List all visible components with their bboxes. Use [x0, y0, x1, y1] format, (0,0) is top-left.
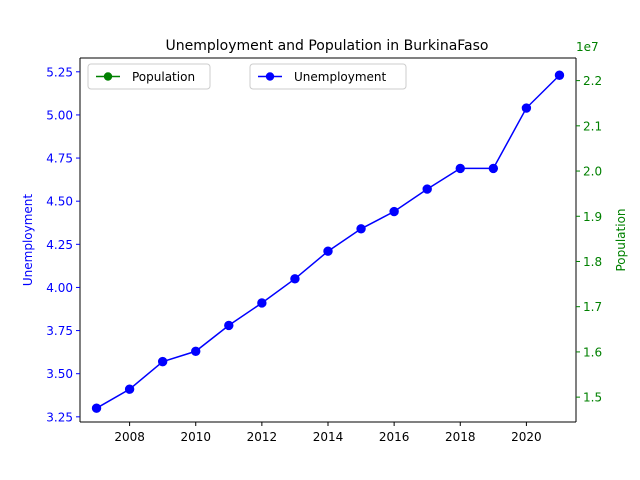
- left-y-tick-label: 4.50: [46, 195, 73, 209]
- legend-box-population: [87, 63, 211, 90]
- right-y-tick-label: 1.7: [583, 300, 602, 314]
- left-y-tick-label: 4.00: [46, 281, 73, 295]
- legend-box-unemployment: [249, 63, 407, 90]
- left-y-tick-label: 3.25: [46, 410, 73, 424]
- right-y-tick-label: 1.6: [583, 345, 602, 359]
- right-y-tick-label: 2.2: [583, 74, 602, 88]
- left-y-tick-label: 4.75: [46, 152, 73, 166]
- left-y-tick-label: 5.00: [46, 108, 73, 122]
- series-line-unemployment: [96, 74, 560, 409]
- data-point-unemployment: [290, 274, 300, 284]
- right-axis-offset-text: 1e7: [576, 40, 599, 54]
- data-point-unemployment: [389, 206, 399, 217]
- x-tick-label: 2012: [247, 430, 278, 444]
- legend-label-unemployment: Unemployment: [294, 70, 387, 84]
- left-y-tick-label: 3.75: [46, 324, 73, 338]
- data-point-unemployment: [91, 403, 102, 413]
- legend-label-population: Population: [132, 70, 195, 84]
- data-point-unemployment: [488, 163, 499, 174]
- chart-title: Unemployment and Population in BurkinaFa…: [166, 38, 489, 54]
- data-point-unemployment: [257, 298, 267, 308]
- plot-layer: 2008 2010 2012 2014 2016 2018 2020 3.25 3.50 3.75…: [21, 40, 628, 444]
- legend-marker-population: [103, 72, 113, 81]
- data-point-unemployment: [191, 346, 201, 356]
- right-y-tick-label: 2.0: [583, 165, 602, 179]
- data-point-unemployment: [455, 163, 465, 174]
- x-tick-label: 2016: [379, 430, 410, 444]
- right-axis-label: Population: [614, 208, 628, 271]
- data-point-unemployment: [356, 224, 366, 234]
- data-point-unemployment: [554, 70, 565, 80]
- left-y-tick-label: 5.25: [46, 65, 73, 79]
- left-y-tick-label: 4.25: [46, 238, 73, 252]
- left-y-tick-label: 3.50: [46, 367, 73, 381]
- data-point-unemployment: [124, 384, 135, 394]
- data-point-unemployment: [521, 103, 532, 113]
- x-tick-label: 2008: [114, 430, 145, 444]
- legend-marker-unemployment: [265, 72, 275, 81]
- x-tick-label: 2018: [445, 430, 476, 444]
- left-axis-label: Unemployment: [21, 194, 35, 287]
- data-point-unemployment: [224, 320, 234, 331]
- right-y-tick-label: 2.1: [583, 119, 602, 133]
- x-tick-label: 2014: [313, 430, 344, 444]
- data-point-unemployment: [157, 356, 168, 367]
- right-y-tick-label: 1.8: [583, 255, 602, 269]
- data-point-unemployment: [422, 184, 432, 194]
- right-y-tick-label: 1.9: [583, 210, 602, 224]
- x-tick-label: 2020: [511, 430, 542, 444]
- x-tick-label: 2010: [180, 430, 211, 444]
- data-point-unemployment: [323, 246, 333, 256]
- right-y-tick-label: 1.5: [583, 391, 602, 405]
